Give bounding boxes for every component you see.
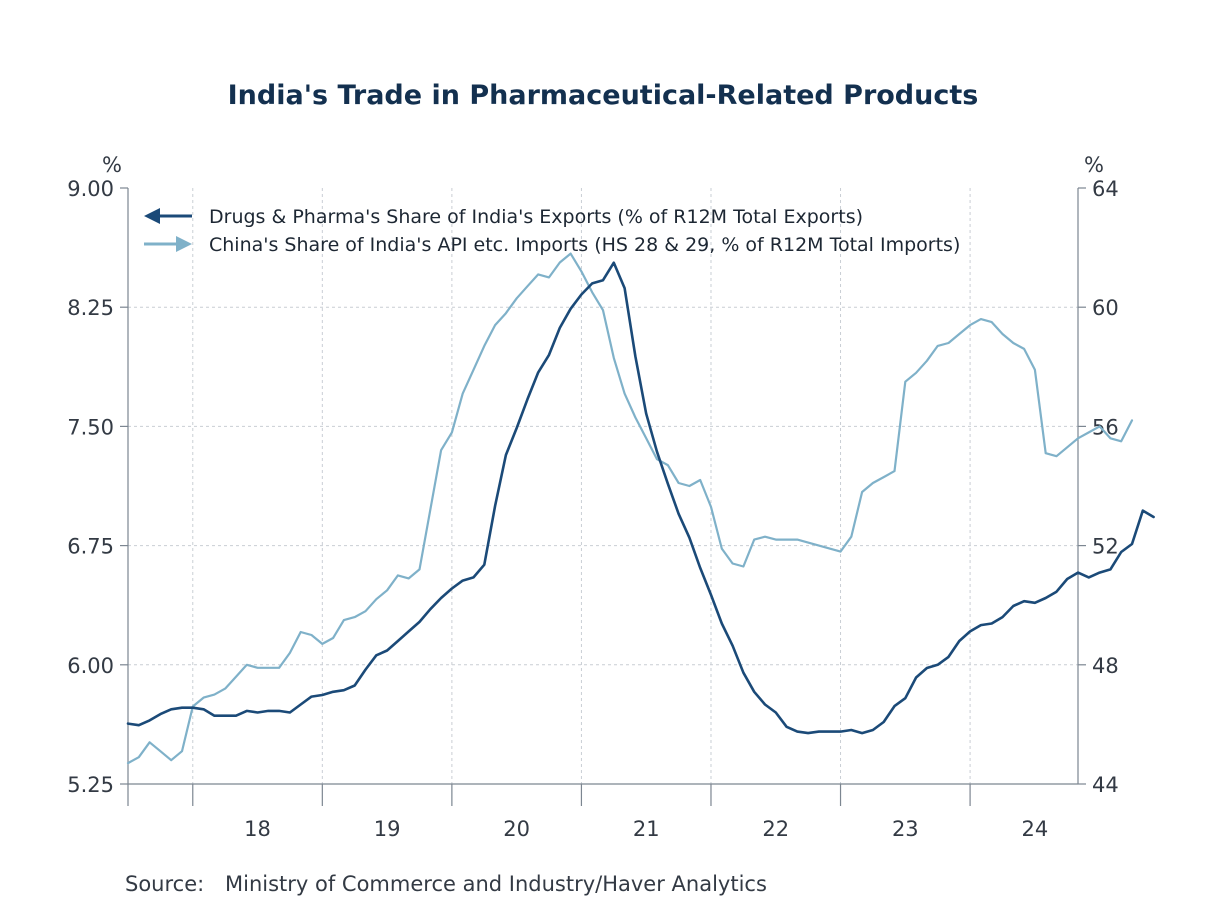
right-axis-tick-label: 52: [1092, 535, 1119, 559]
series-line-china-api-imports: [126, 252, 1134, 765]
right-axis-tick-label: 48: [1092, 654, 1119, 678]
x-axis-tick-label: 18: [244, 817, 271, 841]
left-axis-tick-label: 9.00: [67, 177, 114, 201]
x-axis-tick-label: 22: [762, 817, 789, 841]
right-axis-unit: %: [1084, 153, 1104, 177]
x-axis-tick-label: 21: [633, 817, 660, 841]
left-axis-tick-label: 5.25: [67, 773, 114, 797]
x-axis-tick-label: 23: [892, 817, 919, 841]
x-axis-tick-label: 20: [503, 817, 530, 841]
legend-marker-arrowhead: [176, 236, 192, 252]
gridlines: [128, 188, 1078, 784]
legend-marker-drugs-pharma: [144, 208, 192, 224]
x-axis-tick-label: 24: [1021, 817, 1048, 841]
x-axis-tick-label: 19: [374, 817, 401, 841]
series-lines: [126, 252, 1155, 765]
left-axis-tick-label: 6.00: [67, 654, 114, 678]
legend-marker-arrowhead: [144, 208, 160, 224]
right-axis-tick-label: 64: [1092, 177, 1119, 201]
left-axis-tick-label: 7.50: [67, 415, 114, 439]
source-label: Source:: [125, 872, 204, 896]
left-axis-tick-label: 8.25: [67, 296, 114, 320]
source-text: Ministry of Commerce and Industry/Haver …: [225, 872, 767, 896]
right-axis-tick-label: 60: [1092, 296, 1119, 320]
legend-label: Drugs & Pharma's Share of India's Export…: [209, 206, 863, 228]
series-line-drugs-pharma-exports: [126, 261, 1155, 735]
right-axis-tick-label: 44: [1092, 773, 1119, 797]
chart-title: India's Trade in Pharmaceutical-Related …: [228, 80, 979, 111]
legend-marker-china-api: [144, 236, 192, 252]
legend-label: China's Share of India's API etc. Import…: [209, 234, 960, 256]
left-axis-unit: %: [102, 153, 122, 177]
legend: Drugs & Pharma's Share of India's Export…: [144, 206, 960, 256]
left-axis-tick-label: 6.75: [67, 535, 114, 559]
